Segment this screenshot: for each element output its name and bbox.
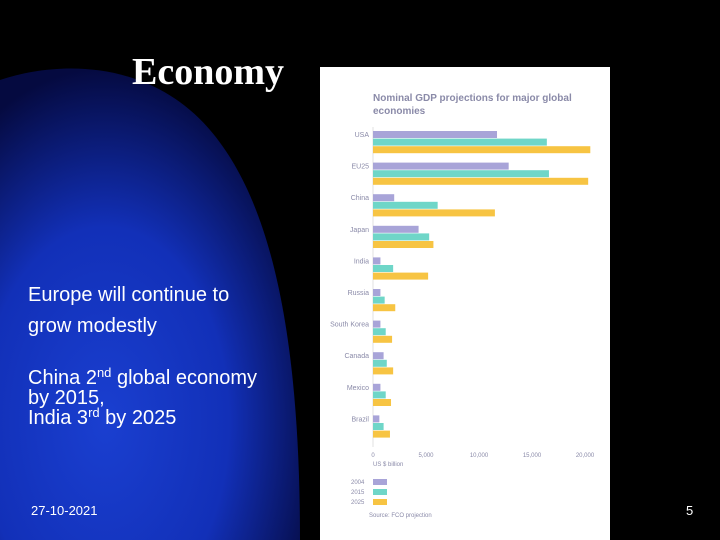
- bar-mexico-2015: [373, 391, 386, 399]
- category-label-japan: Japan: [350, 227, 369, 234]
- bar-mexico-2004: [373, 383, 381, 391]
- category-label-mexico: Mexico: [347, 385, 369, 392]
- bar-russia-2025: [373, 304, 396, 312]
- bar-canada-2004: [373, 352, 384, 360]
- bar-japan-2025: [373, 241, 434, 248]
- bullet-china-text-b: global economy by 2015,: [28, 367, 258, 409]
- bullet-india-text-a: India 3: [28, 407, 89, 429]
- category-label-south-korea: South Korea: [330, 322, 369, 329]
- bar-china-2025: [373, 209, 495, 217]
- legend-swatch-2025: [373, 499, 387, 505]
- bar-usa-2015: [373, 138, 547, 146]
- bar-japan-2015: [373, 233, 430, 241]
- bar-china-2015: [373, 201, 438, 209]
- bar-brazil-2015: [373, 423, 384, 430]
- bullet-china-india: China 2nd global economy by 2015, India …: [28, 365, 268, 429]
- x-tick-label-1: 5,000: [418, 453, 434, 459]
- x-tick-label-3: 15,000: [523, 453, 542, 459]
- bar-india-2015: [373, 265, 394, 272]
- category-label-china: China: [351, 195, 369, 202]
- chart-title-line-2: economies: [373, 106, 426, 117]
- category-label-canada: Canada: [344, 353, 369, 360]
- bar-canada-2025: [373, 367, 394, 375]
- bar-brazil-2004: [373, 415, 380, 423]
- bar-eu25-2015: [373, 170, 549, 178]
- bar-usa-2004: [373, 131, 498, 138]
- chart-source: Source: FCO projection: [369, 513, 432, 519]
- gdp-chart-panel: Nominal GDP projections for major global…: [320, 67, 610, 540]
- bar-south-korea-2004: [373, 320, 381, 328]
- bullet-china-text-a: China 2: [28, 367, 97, 389]
- bar-south-korea-2015: [373, 328, 386, 336]
- chart-title-line-1: Nominal GDP projections for major global: [373, 93, 572, 104]
- x-tick-label-0: 0: [371, 453, 375, 459]
- bar-india-2025: [373, 272, 429, 280]
- bar-india-2004: [373, 257, 381, 265]
- bar-brazil-2025: [373, 430, 390, 438]
- legend-label-2004: 2004: [351, 480, 365, 486]
- bullet-india-sup: rd: [88, 405, 100, 420]
- bullet-china-sup: nd: [96, 365, 112, 380]
- x-tick-label-2: 10,000: [470, 453, 489, 459]
- legend-swatch-2004: [373, 479, 387, 485]
- slide-title: Economy: [132, 51, 284, 93]
- bar-japan-2004: [373, 225, 419, 233]
- x-tick-label-4: 20,000: [576, 453, 595, 459]
- x-axis-label: US $ billion: [373, 462, 403, 468]
- bullet-india-text-b: by 2025: [99, 407, 177, 429]
- category-label-brazil: Brazil: [351, 416, 369, 423]
- bar-russia-2015: [373, 296, 385, 304]
- gdp-chart: Nominal GDP projections for major global…: [330, 93, 595, 519]
- bar-russia-2004: [373, 289, 381, 296]
- bar-eu25-2025: [373, 177, 589, 185]
- slide-date: 27-10-2021: [31, 503, 98, 518]
- slide-page-number: 5: [686, 503, 694, 518]
- bar-eu25-2004: [373, 162, 509, 170]
- category-label-eu25: EU25: [351, 164, 369, 171]
- category-label-india: India: [354, 258, 369, 265]
- bar-south-korea-2025: [373, 335, 393, 343]
- legend-label-2025: 2025: [351, 500, 365, 506]
- legend-swatch-2015: [373, 489, 387, 495]
- bar-china-2004: [373, 194, 395, 202]
- bar-canada-2015: [373, 359, 387, 367]
- bar-mexico-2025: [373, 399, 392, 406]
- bullet-europe: Europe will continue to grow modestly: [28, 284, 230, 337]
- category-label-usa: USA: [355, 132, 370, 139]
- category-label-russia: Russia: [348, 290, 370, 297]
- legend-label-2015: 2015: [351, 490, 365, 496]
- bar-usa-2025: [373, 146, 591, 154]
